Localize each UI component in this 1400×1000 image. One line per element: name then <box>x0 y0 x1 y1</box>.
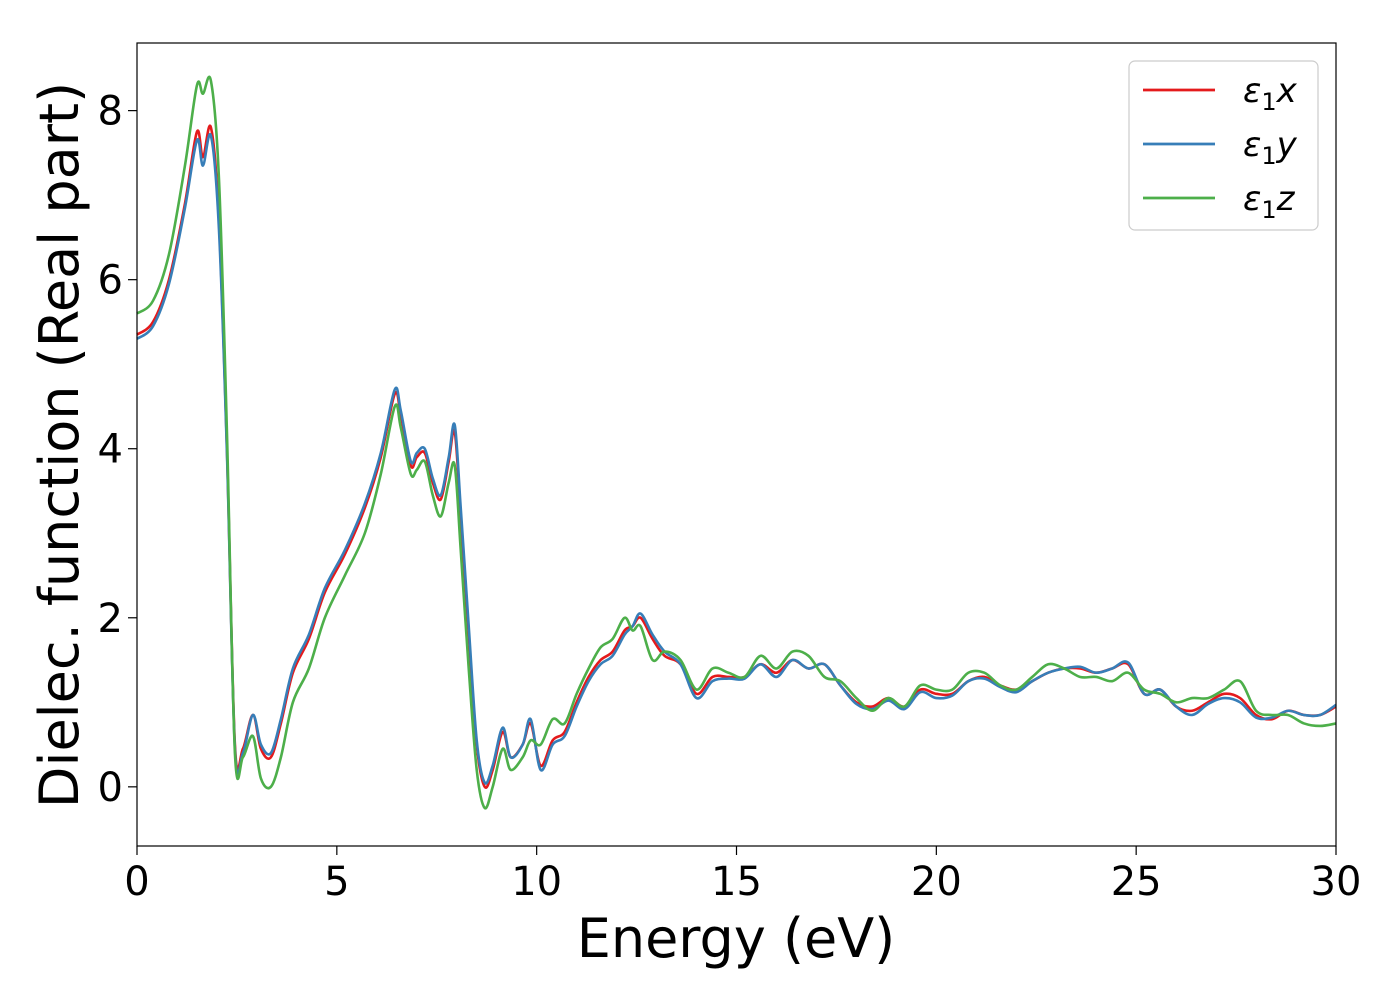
legend-box <box>1128 60 1319 231</box>
x-tick-label: 15 <box>711 859 762 905</box>
x-tick-label: 25 <box>1111 859 1162 905</box>
legend-label-z: ε1z <box>1243 179 1296 224</box>
series-line-y <box>136 132 1337 785</box>
y-tick-label: 2 <box>98 596 123 642</box>
legend-label-x: ε1x <box>1243 71 1298 116</box>
legend: ε1x ε1y ε1z <box>1128 60 1319 231</box>
x-axis-ticks: 0 5 10 15 20 25 30 <box>124 846 1361 905</box>
x-tick-label: 30 <box>1311 859 1362 905</box>
y-axis-ticks: 0 2 4 6 8 <box>98 89 137 811</box>
x-tick-label: 5 <box>324 859 349 905</box>
y-tick-label: 8 <box>98 89 123 135</box>
y-tick-label: 4 <box>98 427 123 473</box>
y-axis-title: Dielec. function (Real part) <box>28 82 91 808</box>
x-tick-label: 10 <box>511 859 562 905</box>
x-axis-title: Energy (eV) <box>577 907 896 970</box>
x-tick-label: 0 <box>124 859 149 905</box>
legend-label-y: ε1y <box>1243 125 1298 170</box>
x-tick-label: 20 <box>911 859 962 905</box>
y-tick-label: 0 <box>98 765 123 811</box>
series-layer <box>136 75 1337 810</box>
y-tick-label: 6 <box>98 258 123 304</box>
series-line-z <box>136 75 1337 810</box>
